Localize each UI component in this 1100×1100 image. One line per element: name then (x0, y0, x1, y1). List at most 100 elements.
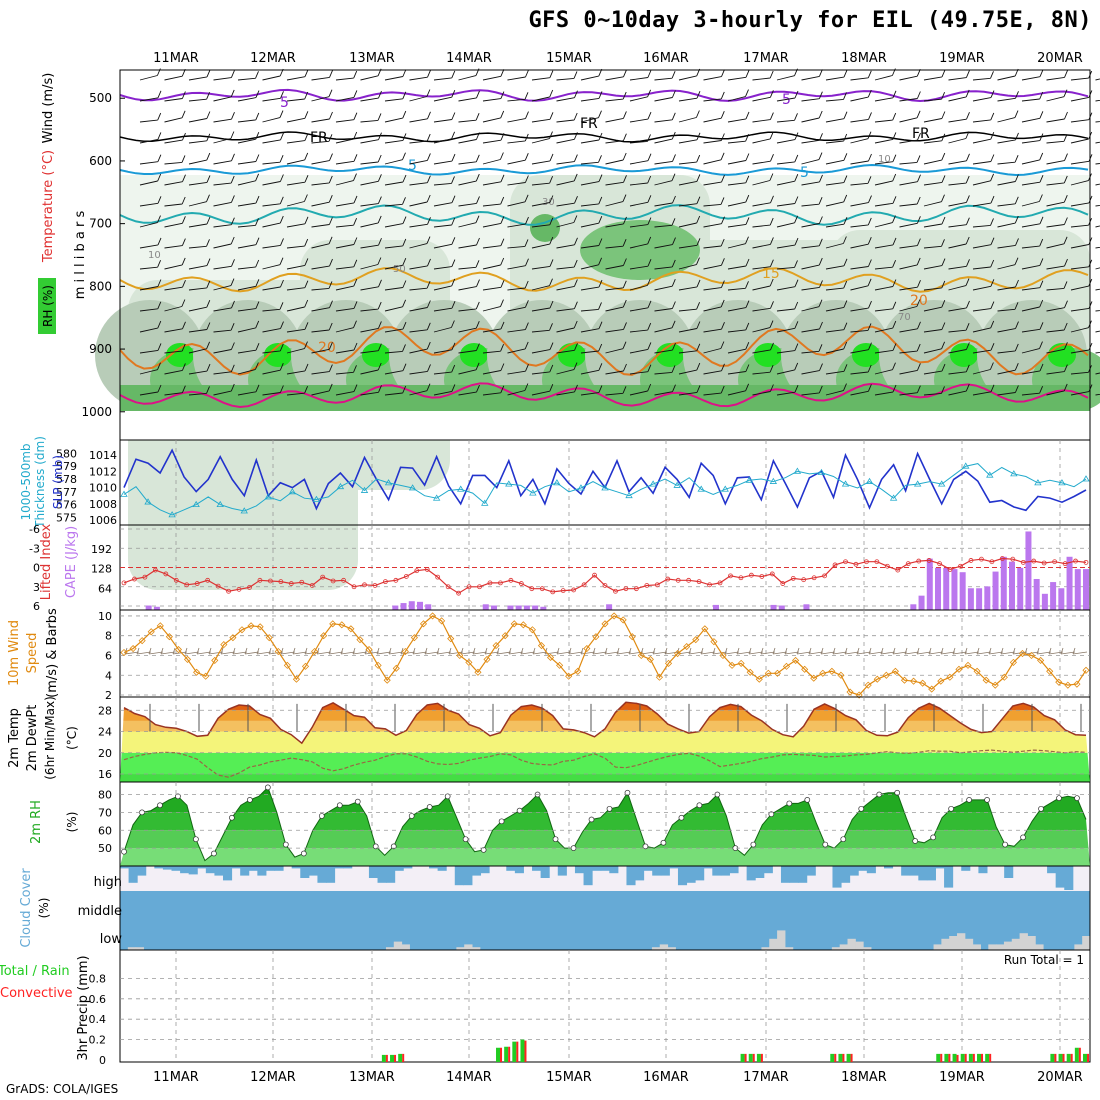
wind-barb (482, 216, 505, 228)
wind10m-barb (376, 647, 392, 655)
cloud-high-bar (137, 866, 147, 876)
wind-barb (433, 301, 456, 312)
wind-barb (997, 196, 1019, 207)
date-label-bottom: 12MAR (250, 1070, 296, 1085)
cape-bar (984, 586, 991, 610)
wind-barb (948, 364, 970, 375)
wind10m-barb (484, 647, 500, 655)
wind-barb (482, 133, 505, 144)
li-marker (163, 571, 169, 577)
rh2m-marker (1074, 795, 1080, 801)
wind-barb (580, 257, 603, 270)
li-marker (1083, 559, 1089, 565)
wind-barb (703, 385, 725, 396)
wind10m-barb (1060, 647, 1076, 655)
rh2m-marker (804, 797, 811, 803)
cape-bar (803, 604, 810, 610)
precip-total-bar (1066, 1053, 1071, 1062)
wind-barb (531, 323, 553, 333)
wind-barb (384, 258, 407, 270)
wind-barb (164, 299, 186, 312)
wind-barb (874, 260, 897, 270)
wind-barb (874, 320, 897, 333)
wind-barb (850, 153, 872, 165)
wind-barb (899, 91, 921, 102)
wind-barb (580, 385, 603, 396)
wind-barb (825, 280, 848, 291)
wind-barb (188, 152, 211, 165)
wind10m-barb (928, 647, 944, 655)
wind-barb (237, 154, 260, 165)
cape-bar (1074, 569, 1081, 610)
cloud-high-bar (677, 866, 688, 886)
wind-barb (1046, 236, 1068, 249)
thickness-marker (865, 477, 874, 484)
wind-barb (286, 238, 309, 249)
wind-barb (899, 321, 921, 333)
li-marker (1073, 558, 1078, 564)
cloud-low-bar (839, 944, 848, 950)
wind-barb (850, 217, 872, 228)
wind-barb (727, 236, 749, 249)
wind-barb (629, 70, 652, 81)
cloud-high-bar (626, 866, 636, 886)
li-marker (926, 558, 932, 563)
wind-barb (580, 91, 603, 102)
cape-bar (910, 604, 917, 610)
isotherm-label: 5 (408, 158, 417, 174)
cloud-high-bar (798, 866, 808, 883)
wind-barb (409, 217, 431, 228)
li-marker (351, 584, 357, 590)
wind-speed-tick-label: 6 (105, 649, 112, 662)
wind-barb (433, 195, 456, 207)
wind10m-barb (412, 647, 428, 655)
thickness-tick-label: 580 (56, 447, 77, 460)
wind-barb (972, 301, 995, 312)
wind-barb (1095, 99, 1100, 102)
wind-barb (776, 174, 799, 186)
rh-legend-swatch (38, 278, 56, 334)
cloud-high-bar (540, 866, 550, 878)
wind-barb (384, 280, 407, 291)
wind-barb (188, 175, 211, 186)
wind10m-barb (796, 647, 812, 655)
wind-barb (360, 385, 382, 396)
cloud-high-bar (514, 866, 524, 874)
li-marker (937, 561, 943, 567)
rh-shade-70 (580, 220, 700, 280)
wind-barb (409, 341, 431, 354)
wind-barb (703, 133, 725, 144)
wind-barb (580, 363, 603, 375)
wind-speed-marker (202, 672, 210, 680)
wind-barb (262, 68, 284, 81)
wind-barb (556, 384, 578, 396)
cloud-low-bar (863, 947, 872, 950)
wind-barb (409, 89, 431, 102)
cloud-high-bar (849, 866, 859, 876)
wind-speed-marker (1000, 673, 1008, 681)
li-marker (257, 577, 263, 583)
li-marker (571, 587, 577, 593)
wind-barb (923, 216, 946, 228)
cloud-high-bar (858, 866, 868, 871)
wind-barb (1021, 152, 1044, 165)
wind-barb (286, 175, 309, 186)
wind-barb (482, 363, 505, 375)
rh2m-marker (300, 850, 307, 857)
wind-barb (458, 279, 480, 291)
thickness-marker (529, 489, 537, 496)
li-marker (267, 578, 273, 584)
cloud-low-bar (472, 947, 481, 950)
rh2m-marker (229, 814, 235, 821)
wind10m-barb (388, 647, 404, 655)
wind-barb (727, 217, 750, 228)
wind10m-barb (436, 647, 452, 655)
isotherm-freezing (119, 131, 1089, 143)
wind-barb (311, 322, 333, 333)
li-marker (780, 581, 786, 586)
wind-barb (948, 383, 970, 396)
wind10m-barb (784, 647, 800, 655)
wind-barb (1095, 246, 1100, 249)
wind-speed-marker (828, 667, 836, 675)
li-marker (633, 586, 639, 592)
